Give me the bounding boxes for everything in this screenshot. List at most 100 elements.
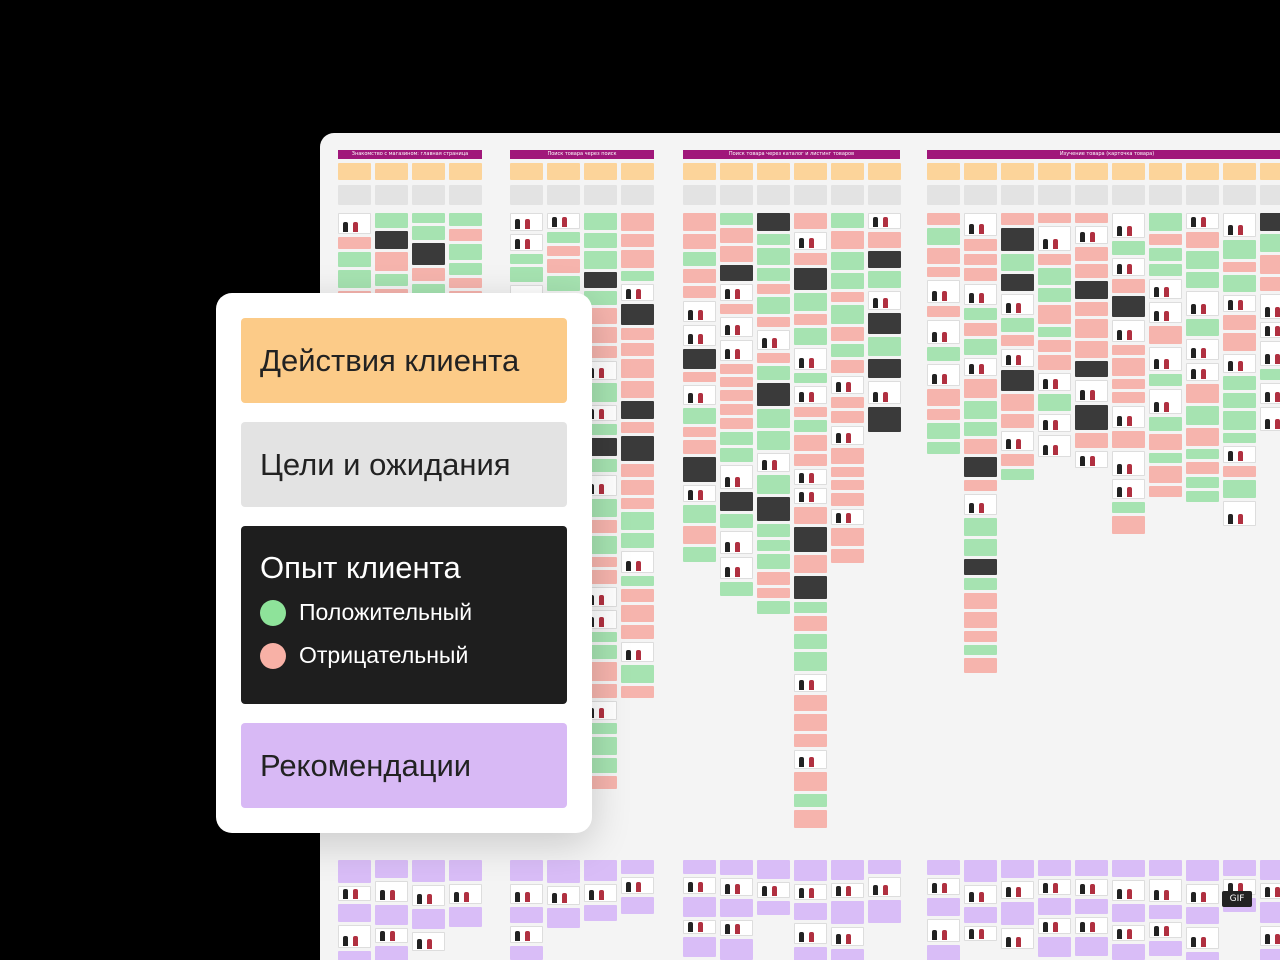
sticky-note xyxy=(449,213,482,226)
sticky-note xyxy=(1186,251,1219,269)
sticky-note xyxy=(510,926,543,943)
sticky-note xyxy=(964,593,997,609)
sticky-note xyxy=(1260,369,1280,380)
sticky-note xyxy=(927,442,960,454)
sticky-note xyxy=(683,301,716,322)
sticky-note xyxy=(757,317,790,327)
sticky-note xyxy=(927,306,960,317)
sticky-note xyxy=(510,163,543,180)
sticky-note xyxy=(868,213,901,229)
sticky-note xyxy=(964,578,997,590)
sticky-note xyxy=(1001,349,1034,367)
sticky-note xyxy=(794,810,827,828)
sticky-note xyxy=(1149,234,1182,245)
sticky-note xyxy=(757,601,790,614)
sticky-note xyxy=(794,634,827,649)
sticky-note xyxy=(510,213,543,231)
sticky-note xyxy=(621,213,654,231)
sticky-note xyxy=(1149,434,1182,450)
positive-dot-icon xyxy=(260,599,286,626)
sticky-note xyxy=(1001,902,1034,925)
sticky-note xyxy=(831,344,864,357)
sticky-note xyxy=(794,772,827,791)
sticky-note xyxy=(794,213,827,229)
legend-negative-row: Отрицательный xyxy=(260,642,567,669)
sticky-note xyxy=(794,420,827,432)
sticky-note xyxy=(794,293,827,311)
sticky-note xyxy=(1038,937,1071,957)
sticky-note xyxy=(1186,213,1219,229)
sticky-note xyxy=(831,509,864,525)
sticky-note xyxy=(1149,374,1182,386)
sticky-note xyxy=(1075,917,1108,934)
sticky-note xyxy=(584,723,617,734)
sticky-note xyxy=(1186,163,1219,180)
sticky-note xyxy=(1001,228,1034,251)
legend-card: Действия клиента Цели и ожидания Опыт кл… xyxy=(216,293,592,833)
sticky-note xyxy=(1038,879,1071,895)
sticky-note xyxy=(1186,339,1219,360)
sticky-note xyxy=(964,658,997,673)
sticky-note xyxy=(683,385,716,405)
sticky-note xyxy=(964,358,997,376)
sticky-note xyxy=(683,937,716,957)
sticky-note xyxy=(1001,370,1034,391)
sticky-note xyxy=(794,348,827,370)
sticky-note xyxy=(510,234,543,251)
sticky-note xyxy=(1260,277,1280,291)
sticky-note xyxy=(868,313,901,334)
sticky-note xyxy=(1001,335,1034,346)
sticky-note xyxy=(547,213,580,229)
sticky-note xyxy=(683,286,716,298)
sticky-note xyxy=(757,860,790,879)
sticky-note xyxy=(1001,928,1034,949)
sticky-note xyxy=(683,163,716,180)
sticky-note xyxy=(964,213,997,236)
sticky-note xyxy=(1186,272,1219,288)
sticky-note xyxy=(794,695,827,711)
sticky-note xyxy=(683,325,716,346)
sticky-note xyxy=(621,897,654,914)
sticky-note xyxy=(1001,394,1034,411)
sticky-note xyxy=(757,330,790,350)
sticky-note xyxy=(927,364,960,386)
sticky-note xyxy=(338,237,371,249)
sticky-note xyxy=(1260,322,1280,338)
sticky-note xyxy=(868,185,901,205)
sticky-note xyxy=(927,423,960,439)
sticky-note xyxy=(1223,433,1256,443)
sticky-note xyxy=(720,390,753,401)
sticky-note xyxy=(449,244,482,260)
sticky-note xyxy=(1038,414,1071,432)
sticky-note xyxy=(831,411,864,423)
sticky-note xyxy=(720,432,753,445)
sticky-note xyxy=(584,272,617,288)
sticky-note xyxy=(584,884,617,902)
sticky-note xyxy=(1112,880,1145,901)
sticky-note xyxy=(1186,462,1219,474)
sticky-note xyxy=(621,589,654,602)
sticky-note xyxy=(621,185,654,205)
sticky-note xyxy=(794,435,827,451)
sticky-note xyxy=(868,337,901,356)
sticky-note xyxy=(1223,411,1256,430)
sticky-note xyxy=(757,268,790,281)
sticky-note xyxy=(757,554,790,569)
sticky-note xyxy=(1038,268,1071,285)
sticky-note xyxy=(621,359,654,378)
sticky-note xyxy=(584,213,617,230)
sticky-note xyxy=(1149,213,1182,231)
sticky-note xyxy=(621,284,654,301)
sticky-note xyxy=(683,877,716,894)
sticky-note xyxy=(1223,446,1256,463)
sticky-note xyxy=(621,304,654,325)
sticky-note xyxy=(1186,291,1219,316)
sticky-note xyxy=(412,163,445,180)
sticky-note xyxy=(375,860,408,878)
sticky-note xyxy=(1112,185,1145,205)
sticky-note xyxy=(547,185,580,205)
sticky-note xyxy=(584,327,617,343)
sticky-note xyxy=(964,559,997,575)
sticky-note xyxy=(927,267,960,277)
sticky-note xyxy=(831,549,864,563)
